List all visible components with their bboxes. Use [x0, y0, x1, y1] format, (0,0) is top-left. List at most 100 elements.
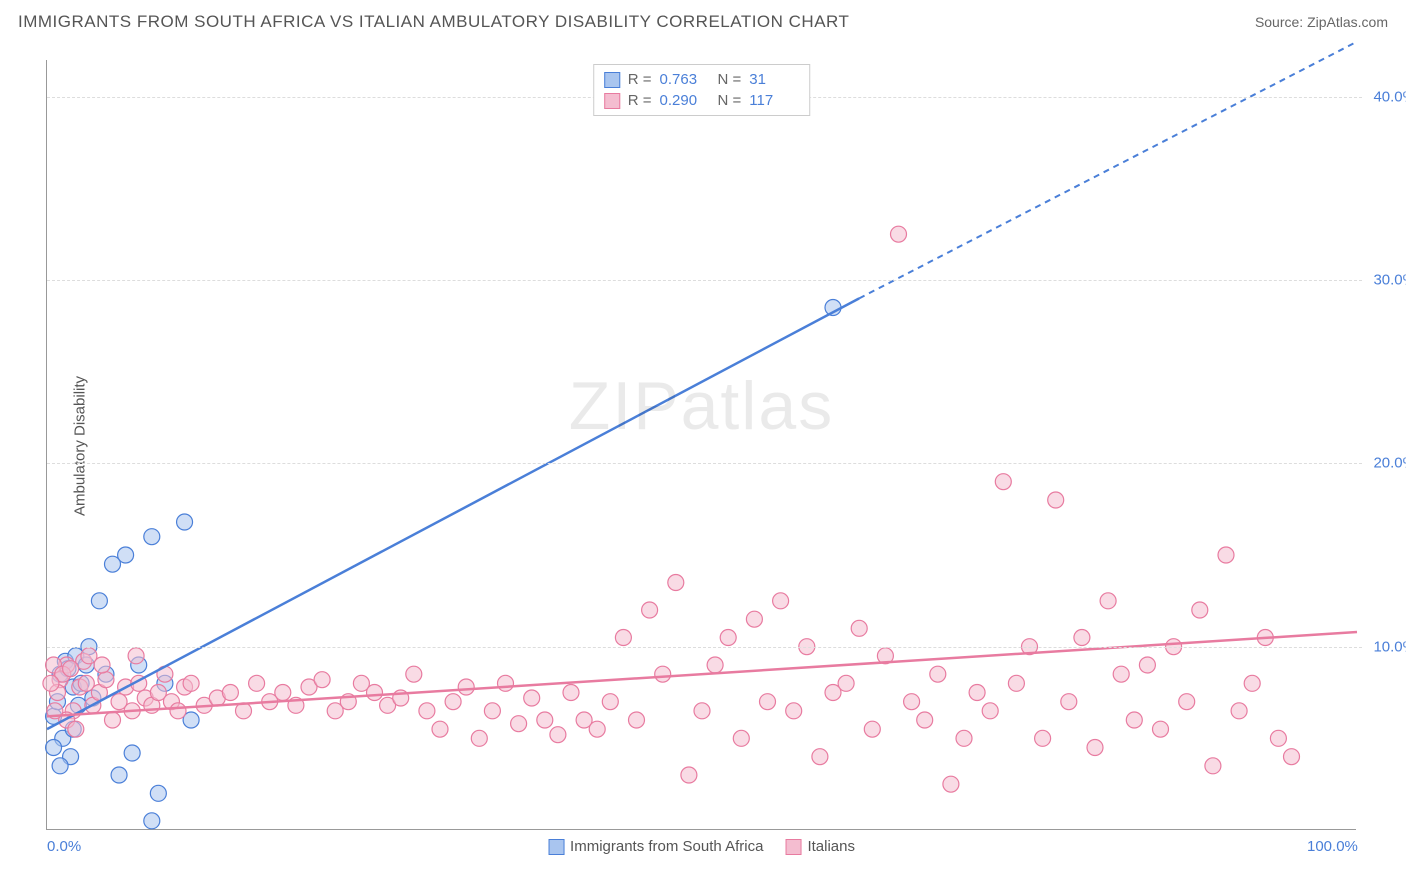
legend-row: R = 0.290 N = 117	[604, 90, 800, 111]
scatter-point	[367, 685, 383, 701]
grid-line	[47, 463, 1362, 464]
scatter-point	[91, 593, 107, 609]
scatter-point	[183, 675, 199, 691]
legend-item: Immigrants from South Africa	[548, 838, 763, 855]
scatter-point	[681, 767, 697, 783]
trend-line	[47, 298, 859, 729]
scatter-point	[537, 712, 553, 728]
scatter-point	[406, 666, 422, 682]
scatter-point	[105, 712, 121, 728]
scatter-point	[144, 813, 160, 829]
scatter-point	[98, 672, 114, 688]
scatter-point	[602, 694, 618, 710]
scatter-point	[1113, 666, 1129, 682]
legend-swatch-icon	[604, 72, 620, 88]
scatter-point	[589, 721, 605, 737]
chart-title: IMMIGRANTS FROM SOUTH AFRICA VS ITALIAN …	[18, 12, 849, 32]
scatter-point	[43, 675, 59, 691]
scatter-point	[150, 785, 166, 801]
scatter-point	[81, 648, 97, 664]
scatter-point	[851, 620, 867, 636]
scatter-point	[1035, 730, 1051, 746]
scatter-point	[891, 226, 907, 242]
scatter-point	[615, 630, 631, 646]
scatter-point	[1218, 547, 1234, 563]
scatter-point	[694, 703, 710, 719]
source-label: Source: ZipAtlas.com	[1255, 14, 1388, 30]
scatter-point	[68, 721, 84, 737]
scatter-point	[982, 703, 998, 719]
r-value: 0.763	[660, 71, 710, 88]
scatter-point	[275, 685, 291, 701]
scatter-point	[1231, 703, 1247, 719]
scatter-point	[930, 666, 946, 682]
series-legend: Immigrants from South Africa Italians	[548, 838, 855, 855]
scatter-point	[419, 703, 435, 719]
scatter-point	[46, 740, 62, 756]
scatter-point	[52, 758, 68, 774]
scatter-point	[786, 703, 802, 719]
scatter-point	[432, 721, 448, 737]
legend-label: Italians	[807, 838, 855, 855]
scatter-point	[524, 690, 540, 706]
ytick-label: 20.0%	[1373, 455, 1406, 472]
scatter-point	[995, 474, 1011, 490]
scatter-point	[550, 727, 566, 743]
grid-line	[47, 647, 1362, 648]
scatter-point	[249, 675, 265, 691]
ytick-label: 10.0%	[1373, 638, 1406, 655]
scatter-point	[1153, 721, 1169, 737]
scatter-point	[144, 529, 160, 545]
scatter-point	[1087, 740, 1103, 756]
scatter-point	[1008, 675, 1024, 691]
scatter-point	[1139, 657, 1155, 673]
n-value: 117	[749, 92, 799, 109]
scatter-point	[563, 685, 579, 701]
scatter-point	[956, 730, 972, 746]
scatter-point	[1074, 630, 1090, 646]
scatter-point	[904, 694, 920, 710]
scatter-point	[484, 703, 500, 719]
legend-row: R = 0.763 N = 31	[604, 69, 800, 90]
n-value: 31	[749, 71, 799, 88]
scatter-point	[773, 593, 789, 609]
scatter-plot	[47, 60, 1356, 829]
scatter-point	[1244, 675, 1260, 691]
scatter-point	[917, 712, 933, 728]
scatter-point	[1126, 712, 1142, 728]
scatter-point	[128, 648, 144, 664]
scatter-point	[1061, 694, 1077, 710]
header: IMMIGRANTS FROM SOUTH AFRICA VS ITALIAN …	[18, 12, 1388, 32]
scatter-point	[124, 745, 140, 761]
scatter-point	[629, 712, 645, 728]
scatter-point	[655, 666, 671, 682]
scatter-point	[642, 602, 658, 618]
scatter-point	[222, 685, 238, 701]
r-value: 0.290	[660, 92, 710, 109]
correlation-legend: R = 0.763 N = 31 R = 0.290 N = 117	[593, 64, 811, 116]
ytick-label: 40.0%	[1373, 88, 1406, 105]
legend-swatch-icon	[604, 93, 620, 109]
legend-swatch-icon	[785, 839, 801, 855]
scatter-point	[1192, 602, 1208, 618]
scatter-point	[471, 730, 487, 746]
trend-line-dashed	[859, 42, 1357, 299]
scatter-point	[511, 716, 527, 732]
scatter-point	[498, 675, 514, 691]
scatter-point	[838, 675, 854, 691]
legend-item: Italians	[785, 838, 855, 855]
scatter-point	[969, 685, 985, 701]
scatter-point	[170, 703, 186, 719]
scatter-point	[1284, 749, 1300, 765]
scatter-point	[720, 630, 736, 646]
ytick-label: 30.0%	[1373, 272, 1406, 289]
legend-label: Immigrants from South Africa	[570, 838, 763, 855]
scatter-point	[1048, 492, 1064, 508]
scatter-point	[943, 776, 959, 792]
scatter-point	[1100, 593, 1116, 609]
scatter-point	[733, 730, 749, 746]
scatter-point	[1205, 758, 1221, 774]
legend-swatch-icon	[548, 839, 564, 855]
scatter-point	[746, 611, 762, 627]
scatter-point	[177, 514, 193, 530]
